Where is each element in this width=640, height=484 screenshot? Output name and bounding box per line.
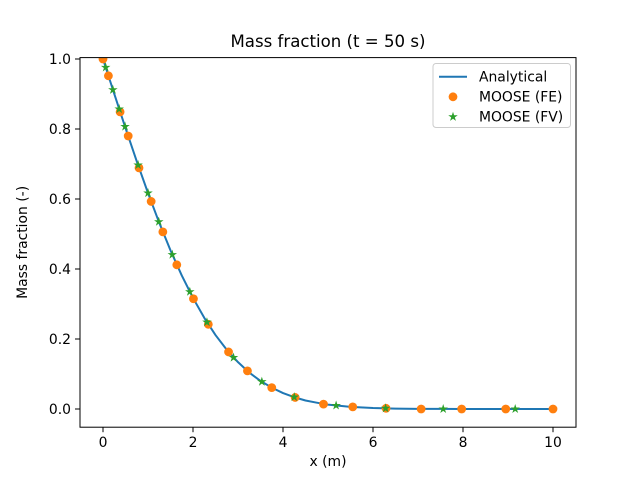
x-tick-label: 2 xyxy=(189,435,198,451)
legend: Analytical MOOSE (FE) MOOSE (FV) xyxy=(432,63,571,128)
y-tick-label: 1.0 xyxy=(49,52,71,68)
moose-fv-point xyxy=(331,400,341,410)
moose-fv-point xyxy=(108,84,118,94)
moose-fv-point xyxy=(380,403,391,413)
plot-series xyxy=(98,57,558,414)
chart-title: Mass fraction (t = 50 s) xyxy=(230,32,425,51)
moose-fv-point xyxy=(185,286,195,296)
x-tick-label: 8 xyxy=(459,435,468,451)
moose-fv-point xyxy=(167,249,178,259)
moose-fv-point xyxy=(289,392,299,402)
moose-fe-point xyxy=(98,57,108,64)
y-tick-label: 0.8 xyxy=(49,122,71,138)
moose-fe-point xyxy=(189,294,198,304)
moose-fv-point xyxy=(438,404,448,414)
moose-fe-point xyxy=(348,402,358,412)
moose-fe-point xyxy=(548,404,558,414)
moose-fv-point xyxy=(114,104,124,114)
legend-label-analytical: Analytical xyxy=(479,70,547,86)
moose-fe-point xyxy=(123,131,133,141)
x-tick-label: 6 xyxy=(369,435,378,451)
y-axis-label: Mass fraction (-) xyxy=(15,186,31,299)
legend-label-moose-fv: MOOSE (FV) xyxy=(479,110,563,126)
moose-fe-point xyxy=(243,366,252,376)
y-tick-label: 0.4 xyxy=(49,262,71,278)
x-tick-label: 4 xyxy=(279,435,288,451)
x-tick-label: 10 xyxy=(544,435,562,451)
star-marker-icon xyxy=(448,111,458,121)
moose-fe-point xyxy=(146,197,156,206)
moose-fv-point xyxy=(100,62,111,72)
moose-fe-point xyxy=(172,260,182,270)
moose-fv-point xyxy=(257,376,267,386)
y-tick-label: 0.0 xyxy=(49,402,71,418)
moose-fe-point xyxy=(158,227,168,237)
axes-frame xyxy=(79,57,577,428)
x-axis-label: x (m) xyxy=(309,454,346,470)
moose-fe-point xyxy=(104,71,113,81)
moose-fv-point xyxy=(228,352,239,362)
moose-fe-point xyxy=(457,404,467,414)
moose-fe-point xyxy=(416,404,426,414)
circle-marker-icon xyxy=(448,92,458,102)
y-tick-label: 0.6 xyxy=(49,192,71,208)
moose-fv-point xyxy=(154,216,164,226)
moose-fv-point xyxy=(133,160,143,170)
y-tick-label: 0.2 xyxy=(49,332,71,348)
x-tick-label: 0 xyxy=(99,435,108,451)
moose-fe-point xyxy=(224,347,233,357)
moose-fe-point xyxy=(501,404,511,414)
moose-fv-point xyxy=(143,188,153,198)
moose-fv-point xyxy=(510,404,520,414)
legend-box xyxy=(432,63,571,128)
moose-fv-point xyxy=(120,121,130,131)
moose-fe-point xyxy=(267,383,277,393)
moose-fv-point xyxy=(202,317,212,327)
axis-ticks: 0 2 4 6 8 10 0.0 0.2 0.4 0.6 0.8 1.0 xyxy=(49,52,562,451)
legend-label-moose-fe: MOOSE (FE) xyxy=(479,90,562,106)
moose-fe-point xyxy=(319,399,328,409)
